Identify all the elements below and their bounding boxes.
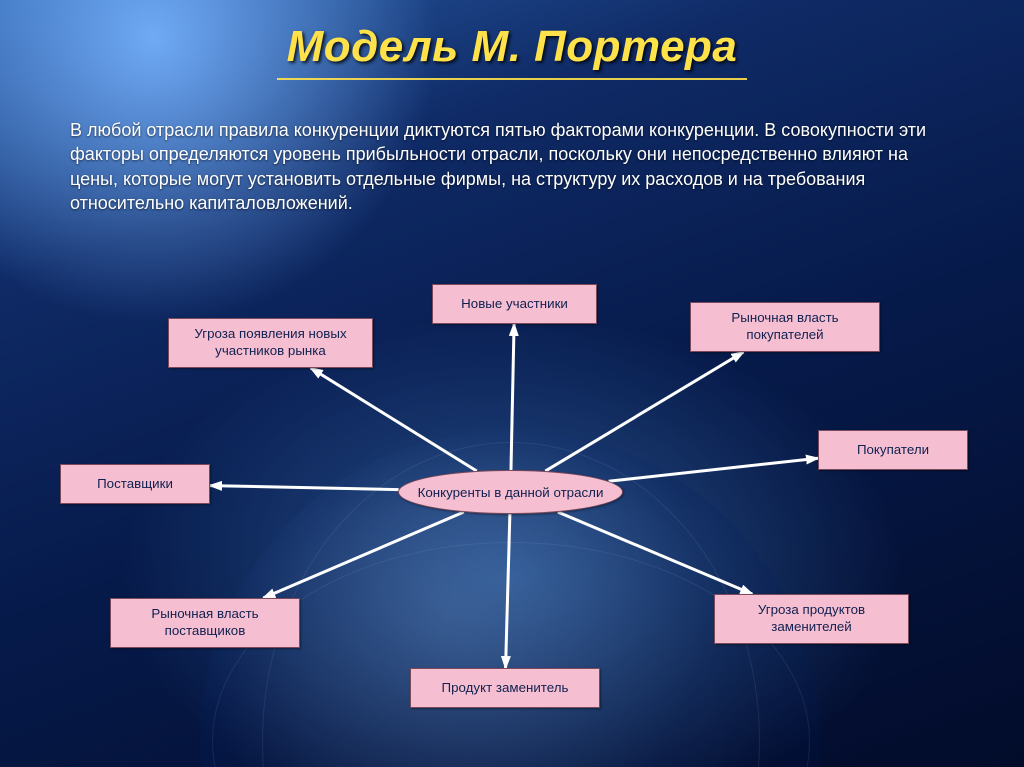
background-globe [200,430,820,767]
diagram-node-new-entrants: Новые участники [432,284,597,324]
slide-paragraph: В любой отрасли правила конкуренции дикт… [70,118,950,215]
diagram-node-buyer-power: Рыночная власть покупателей [690,302,880,352]
diagram-node-suppliers: Поставщики [60,464,210,504]
diagram-node-buyers: Покупатели [818,430,968,470]
diagram-node-threat-new-entrants: Угроза появления новых участников рынка [168,318,373,368]
slide-title: Модель М. Портера [277,22,748,80]
title-container: Модель М. Портера [0,0,1024,80]
